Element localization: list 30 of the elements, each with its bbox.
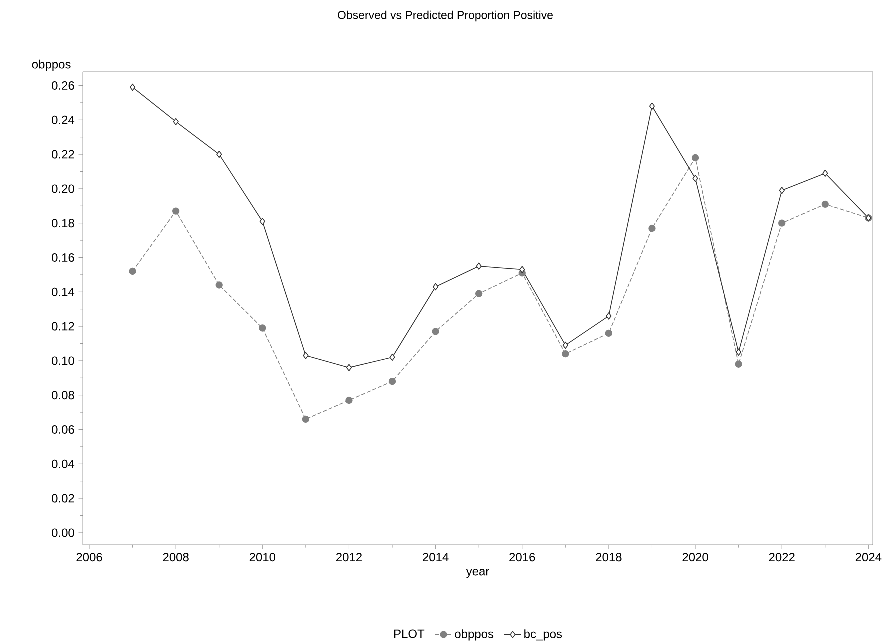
legend-title: PLOT — [394, 630, 425, 638]
y-tick-label: 0.26 — [52, 82, 74, 90]
y-tick-label: 0.20 — [52, 184, 74, 194]
x-tick-label: 2006 — [76, 553, 102, 562]
chart-title: Observed vs Predicted Proportion Positive — [338, 10, 553, 22]
x-tick-label: 2010 — [250, 553, 276, 562]
y-tick-label: 0.06 — [52, 426, 74, 434]
y-tick-label: 0.04 — [52, 460, 75, 468]
y-tick-label: 0.18 — [52, 219, 74, 228]
y-tick-label: 0.02 — [52, 494, 74, 503]
x-tick-label: 2008 — [163, 553, 189, 562]
y-tick-label: 0.14 — [52, 288, 75, 296]
y-tick-label: 0.08 — [52, 391, 74, 400]
y-tick-label: 0.16 — [52, 254, 74, 262]
x-tick-label: 2016 — [510, 553, 536, 562]
x-tick-label: 2022 — [769, 553, 795, 562]
y-tick-label: 0.10 — [52, 356, 74, 366]
y-tick-label: 0.00 — [52, 528, 74, 538]
x-tick-label: 2024 — [856, 553, 882, 562]
y-tick-label: 0.22 — [52, 150, 74, 159]
y-tick-label: 0.24 — [52, 116, 75, 124]
x-tick-label: 2018 — [596, 553, 622, 562]
y-axis-title: obppos — [32, 60, 71, 72]
legend-label: obppos — [455, 630, 494, 641]
x-tick-label: 2012 — [336, 553, 362, 562]
y-tick-label: 0.12 — [52, 322, 74, 331]
x-axis-title: year — [466, 569, 490, 578]
x-tick-label: 2014 — [423, 553, 449, 562]
x-tick-label: 2020 — [682, 553, 708, 562]
legend-label: bc_pos — [524, 630, 562, 641]
